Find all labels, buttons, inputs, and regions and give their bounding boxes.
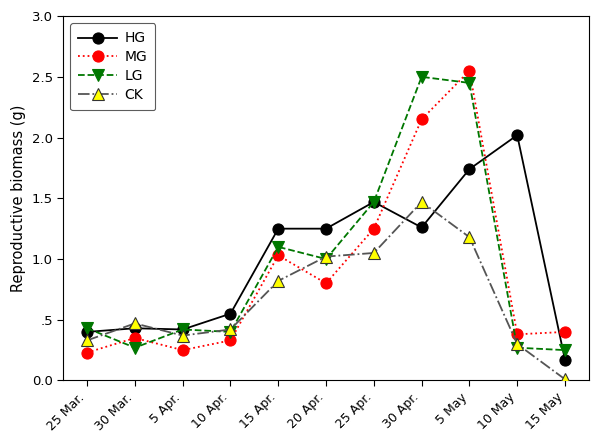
HG bbox=[514, 132, 521, 138]
HG bbox=[322, 226, 329, 231]
CK bbox=[466, 234, 473, 240]
HG bbox=[83, 329, 91, 335]
MG bbox=[179, 348, 186, 353]
HG bbox=[227, 311, 234, 316]
HG bbox=[179, 327, 186, 332]
HG bbox=[275, 226, 282, 231]
CK bbox=[179, 333, 186, 338]
LG bbox=[418, 74, 425, 79]
MG bbox=[514, 332, 521, 337]
LG bbox=[83, 325, 91, 331]
Line: MG: MG bbox=[82, 65, 571, 358]
HG bbox=[370, 199, 377, 205]
LG bbox=[466, 80, 473, 86]
CK bbox=[322, 254, 329, 259]
CK bbox=[418, 199, 425, 205]
MG bbox=[131, 335, 139, 341]
LG bbox=[370, 199, 377, 205]
CK bbox=[131, 321, 139, 326]
HG bbox=[418, 225, 425, 230]
MG bbox=[466, 68, 473, 73]
CK bbox=[275, 278, 282, 284]
MG bbox=[370, 226, 377, 231]
LG bbox=[562, 348, 569, 353]
MG bbox=[562, 329, 569, 335]
HG bbox=[131, 325, 139, 331]
LG bbox=[227, 329, 234, 335]
CK bbox=[83, 338, 91, 343]
CK bbox=[562, 377, 569, 382]
MG bbox=[227, 338, 234, 343]
MG bbox=[322, 281, 329, 286]
Line: HG: HG bbox=[82, 130, 571, 365]
LG bbox=[322, 256, 329, 262]
Y-axis label: Reproductive biomass (g): Reproductive biomass (g) bbox=[11, 105, 26, 292]
LG bbox=[514, 345, 521, 350]
HG bbox=[466, 166, 473, 172]
LG bbox=[275, 244, 282, 250]
MG bbox=[275, 253, 282, 258]
HG bbox=[562, 357, 569, 362]
MG bbox=[418, 117, 425, 122]
CK bbox=[514, 341, 521, 347]
Line: LG: LG bbox=[82, 71, 571, 356]
CK bbox=[227, 327, 234, 332]
LG bbox=[179, 327, 186, 332]
Legend: HG, MG, LG, CK: HG, MG, LG, CK bbox=[70, 23, 155, 110]
CK bbox=[370, 250, 377, 256]
LG bbox=[131, 345, 139, 350]
Line: CK: CK bbox=[82, 196, 571, 385]
MG bbox=[83, 350, 91, 355]
